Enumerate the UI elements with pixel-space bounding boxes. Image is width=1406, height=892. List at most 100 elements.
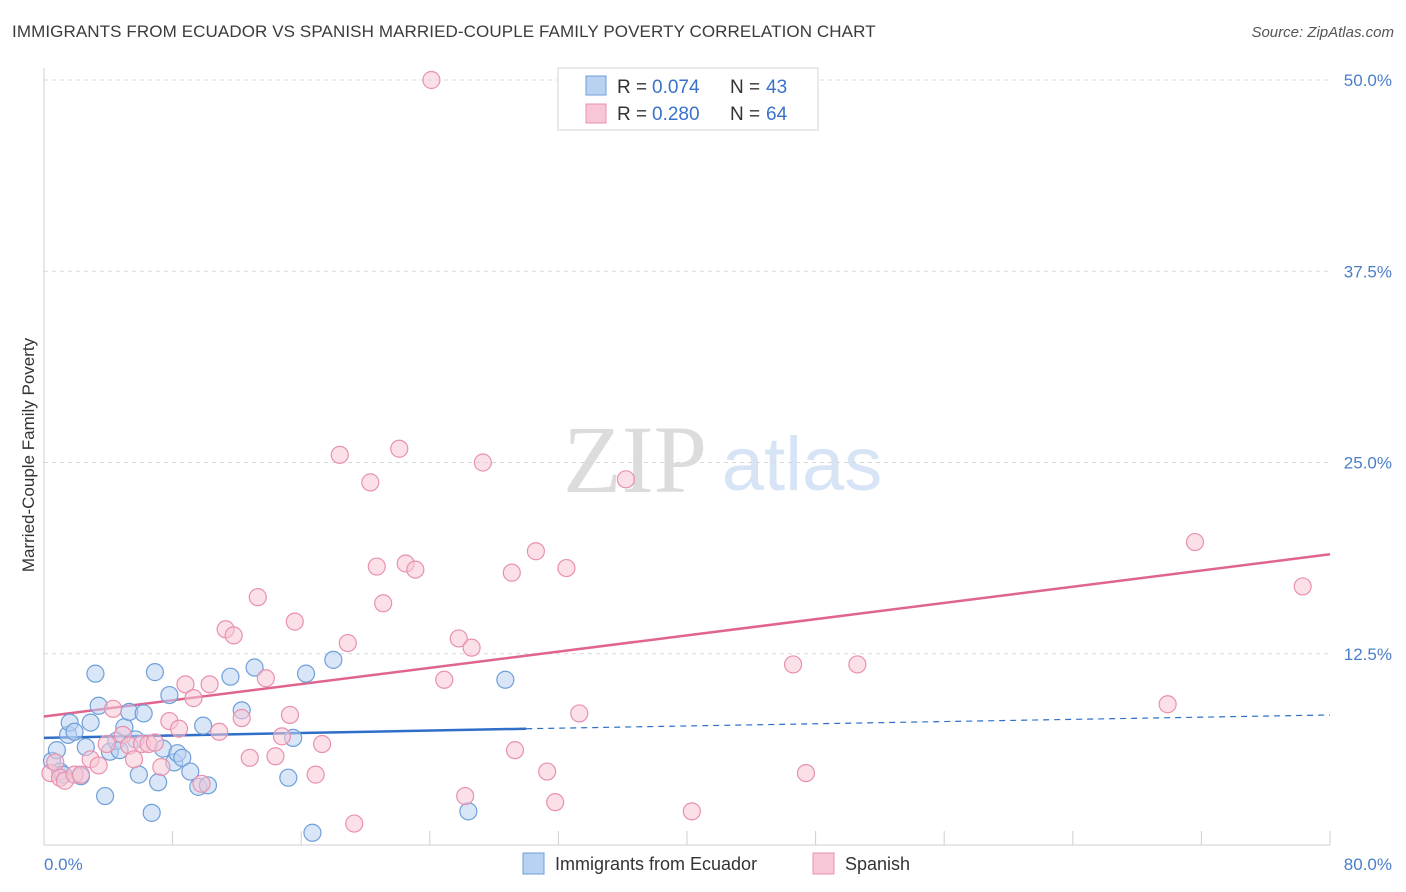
point-ecuador-40: [459, 802, 478, 821]
point-spanish-27: [240, 748, 259, 767]
watermark-atlas: atlas: [722, 422, 883, 507]
point-spanish-9: [104, 699, 123, 718]
point-ecuador-32: [221, 667, 240, 686]
point-spanish-12: [124, 750, 144, 769]
point-spanish-33: [285, 612, 304, 631]
bottom-legend-label-pink: Spanish: [845, 854, 910, 874]
point-spanish-58: [616, 470, 636, 489]
point-spanish-61: [796, 763, 816, 783]
legend-n-value-2: 64: [766, 104, 788, 125]
bottom-legend: Immigrants from Ecuador Spanish: [522, 852, 910, 875]
point-ecuador-39: [324, 650, 343, 669]
point-spanish-40: [367, 557, 386, 576]
point-spanish-31: [272, 727, 292, 746]
legend-r-label-1: R =: [617, 77, 647, 98]
point-ecuador-19: [134, 704, 153, 723]
point-spanish-47: [449, 629, 468, 648]
point-spanish-60: [783, 655, 803, 674]
point-spanish-19: [176, 675, 195, 694]
point-spanish-21: [192, 774, 211, 793]
point-spanish-55: [546, 793, 565, 812]
legend-swatch-blue: [585, 75, 607, 96]
point-spanish-1: [46, 753, 65, 772]
y-tick-label-3: 50.0%: [1344, 71, 1392, 90]
point-ecuador-18: [129, 765, 148, 784]
legend-swatch-pink: [585, 103, 607, 124]
point-spanish-56: [557, 558, 576, 578]
point-spanish-63: [1158, 695, 1177, 714]
point-ecuador-8: [81, 713, 100, 732]
y-tick-label-0: 12.5%: [1344, 645, 1392, 664]
point-spanish-39: [361, 473, 380, 492]
point-spanish-54: [538, 762, 557, 781]
point-spanish-16: [152, 757, 171, 777]
point-spanish-35: [312, 734, 332, 754]
x-tick-label-max: 80.0%: [1344, 855, 1392, 874]
legend-n-label-1: N =: [730, 77, 760, 98]
x-tick-labels: 0.0% 80.0%: [44, 855, 1392, 874]
bottom-legend-label-blue: Immigrants from Ecuador: [555, 854, 757, 874]
point-spanish-65: [1293, 577, 1312, 596]
point-ecuador-24: [160, 685, 179, 705]
point-spanish-28: [248, 588, 267, 607]
point-ecuador-22: [149, 773, 168, 792]
point-ecuador-28: [181, 762, 200, 781]
legend-n-value-1: 43: [766, 77, 787, 98]
y-tick-label-1: 25.0%: [1344, 454, 1392, 473]
y-axis-label: Married-Couple Family Poverty: [19, 337, 38, 572]
point-spanish-64: [1185, 532, 1205, 552]
point-spanish-29: [256, 669, 275, 688]
bottom-legend-swatch-blue: [522, 852, 545, 875]
chart-title: IMMIGRANTS FROM ECUADOR VS SPANISH MARRI…: [12, 22, 876, 41]
point-spanish-22: [200, 675, 219, 694]
point-spanish-62: [848, 655, 867, 674]
point-spanish-8: [97, 734, 116, 754]
legend-r-value-2: 0.280: [652, 104, 700, 125]
point-spanish-57: [570, 704, 589, 723]
gridlines: [44, 79, 1330, 655]
point-spanish-20: [184, 689, 203, 708]
legend-r-label-2: R =: [617, 104, 647, 125]
point-ecuador-20: [142, 803, 161, 822]
point-ecuador-35: [279, 768, 298, 787]
point-spanish-45: [422, 70, 441, 90]
data-points: [41, 70, 1312, 842]
point-spanish-41: [374, 594, 393, 613]
point-ecuador-21: [145, 663, 165, 682]
point-ecuador-9: [86, 664, 105, 683]
point-ecuador-11: [95, 786, 115, 806]
point-spanish-44: [406, 560, 425, 579]
source-credit: Source: ZipAtlas.com: [1251, 24, 1394, 41]
point-spanish-51: [502, 563, 521, 582]
point-ecuador-38: [303, 823, 322, 842]
point-spanish-53: [526, 542, 545, 561]
point-spanish-59: [682, 802, 701, 821]
point-spanish-48: [462, 638, 481, 657]
watermark-zip: ZIP: [563, 406, 707, 513]
point-ecuador-34: [245, 658, 264, 677]
point-ecuador-5: [65, 722, 84, 741]
point-spanish-7: [89, 756, 108, 775]
point-spanish-23: [210, 722, 229, 741]
bottom-legend-swatch-pink: [812, 852, 835, 875]
point-spanish-46: [435, 670, 454, 689]
point-spanish-15: [145, 733, 165, 752]
x-tick-label-min: 0.0%: [44, 855, 83, 874]
y-tick-labels: 12.5% 25.0% 37.5% 50.0%: [1344, 71, 1392, 664]
point-spanish-37: [338, 633, 357, 653]
point-spanish-25: [224, 626, 243, 645]
point-spanish-36: [330, 445, 349, 464]
point-spanish-49: [456, 786, 475, 806]
legend-r-value-1: 0.074: [652, 77, 700, 98]
point-spanish-5: [71, 765, 91, 784]
point-spanish-52: [505, 741, 525, 760]
trendline-ecuador-dashed: [526, 714, 1331, 730]
point-spanish-42: [390, 439, 409, 458]
point-spanish-32: [280, 705, 300, 725]
point-ecuador-27: [173, 748, 192, 767]
legend-box: R = 0.074 N = 43 R = 0.280 N = 64: [557, 67, 819, 131]
point-ecuador-30: [194, 716, 213, 735]
point-spanish-34: [306, 765, 325, 784]
y-tick-label-2: 37.5%: [1344, 262, 1392, 281]
